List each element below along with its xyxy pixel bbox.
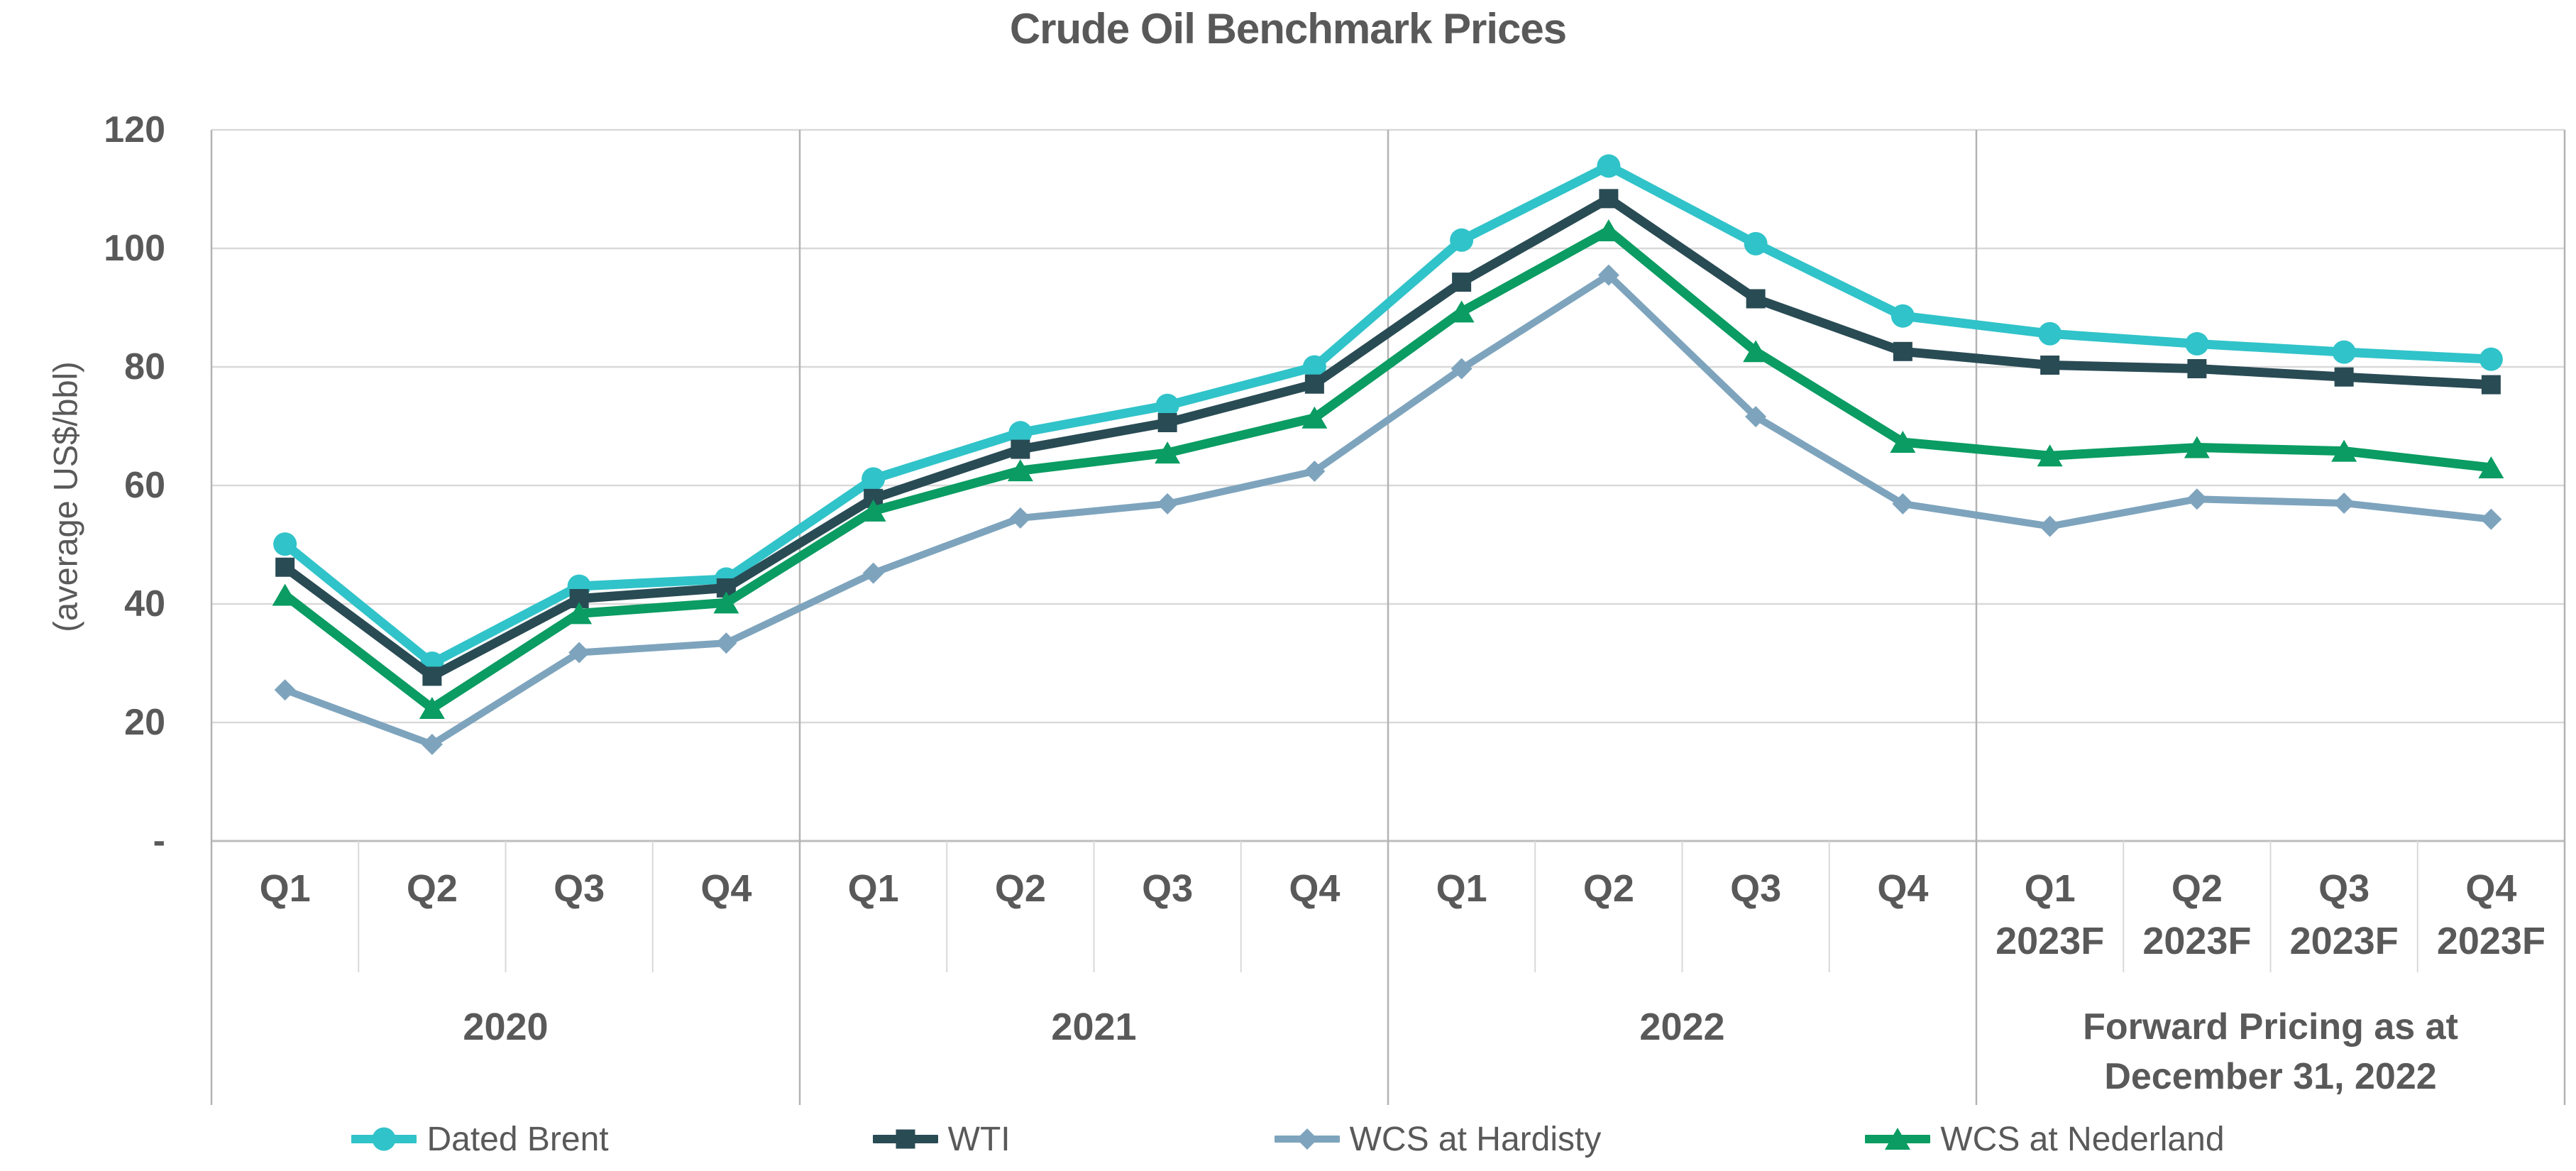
svg-text:December 31, 2022: December 31, 2022 [2104, 1056, 2436, 1097]
svg-text:Q2: Q2 [995, 867, 1046, 910]
svg-text:Q4: Q4 [2465, 867, 2516, 910]
svg-text:2023F: 2023F [2290, 920, 2399, 962]
svg-text:120: 120 [104, 109, 165, 150]
legend-item-dated-brent: Dated Brent [351, 1120, 609, 1159]
dated-brent-marker-icon [351, 1127, 417, 1151]
legend-label: Dated Brent [426, 1120, 609, 1158]
svg-text:2020: 2020 [463, 1006, 548, 1048]
svg-text:Q1: Q1 [2025, 867, 2076, 910]
svg-text:2023F: 2023F [1996, 920, 2104, 962]
svg-text:Q2: Q2 [407, 867, 458, 910]
wcs-at-hardisty-marker-icon [1274, 1128, 1340, 1150]
svg-text:-: - [153, 820, 165, 862]
legend: Dated Brent WTI WCS at Hardisty WCS at N… [0, 1116, 2576, 1162]
series-dated-brent [273, 154, 2503, 675]
chart-title: Crude Oil Benchmark Prices [1009, 5, 1567, 53]
svg-text:Q3: Q3 [554, 867, 605, 910]
svg-text:Q3: Q3 [1730, 867, 1781, 910]
legend-label: WCS at Hardisty [1349, 1120, 1602, 1158]
svg-text:60: 60 [124, 465, 165, 506]
svg-text:Q2: Q2 [2172, 867, 2223, 910]
svg-text:100: 100 [104, 228, 165, 269]
series-wcs-at-nederland [272, 219, 2504, 719]
svg-text:Q3: Q3 [2318, 867, 2369, 910]
svg-text:Forward Pricing as at: Forward Pricing as at [2083, 1006, 2458, 1048]
year-separators [210, 130, 2566, 1105]
series-wcs-at-hardisty [274, 264, 2502, 755]
y-tick-labels: - 20 40 60 80 100 120 [104, 109, 165, 862]
wcs-at-nederland-marker-icon [1865, 1128, 1931, 1150]
svg-text:40: 40 [124, 583, 165, 625]
svg-text:20: 20 [124, 702, 165, 743]
svg-text:Q4: Q4 [700, 867, 752, 910]
svg-text:Q4: Q4 [1289, 867, 1340, 910]
svg-text:Q1: Q1 [260, 867, 311, 910]
svg-text:Q1: Q1 [848, 867, 899, 910]
svg-text:Q3: Q3 [1142, 867, 1193, 910]
svg-text:Q4: Q4 [1877, 867, 1928, 910]
legend-label: WCS at Nederland [1940, 1120, 2225, 1158]
legend-item-wti: WTI [872, 1120, 1011, 1159]
legend-item-wcs-at-hardisty: WCS at Hardisty [1274, 1120, 1602, 1159]
year-labels: 2020 2021 2022 Forward Pricing as at Decembe… [463, 1006, 2457, 1097]
svg-text:Q2: Q2 [1583, 867, 1634, 910]
svg-text:2023F: 2023F [2437, 920, 2545, 962]
svg-text:2023F: 2023F [2142, 920, 2251, 962]
legend-item-wcs-at-nederland: WCS at Nederland [1865, 1120, 2225, 1159]
legend-label: WTI [947, 1120, 1011, 1158]
series-wti [275, 189, 2501, 686]
svg-text:2022: 2022 [1639, 1006, 1724, 1048]
svg-text:2021: 2021 [1051, 1006, 1136, 1048]
quarter-ticks [358, 841, 2418, 972]
wti-marker-icon [872, 1129, 938, 1149]
svg-text:80: 80 [124, 346, 165, 387]
quarter-labels: Q1 Q2 Q3 Q4 Q1 Q2 Q3 Q4 Q1 Q2 Q3 Q4 Q1 2023F Q2 2023F Q3… [260, 867, 2545, 962]
svg-text:Q1: Q1 [1436, 867, 1487, 910]
